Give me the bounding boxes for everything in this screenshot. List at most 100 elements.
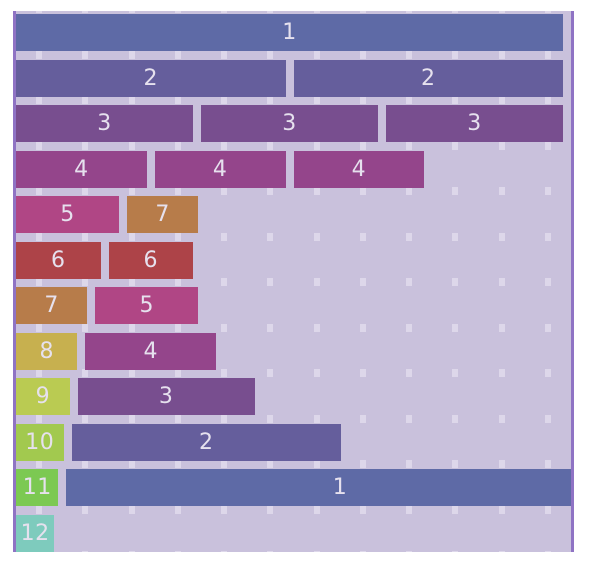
grid-tick [82, 232, 89, 241]
grid-tick [359, 187, 366, 195]
grid-tick [544, 232, 551, 241]
grid-tick [128, 278, 135, 286]
grid-tick [36, 141, 43, 150]
grid-tick [406, 551, 413, 552]
grid-tick [313, 50, 320, 59]
grid-tick [406, 460, 413, 468]
grid-tick [544, 141, 551, 150]
fraction-bar-7[interactable]: 7 [127, 196, 199, 233]
grid-tick [359, 141, 366, 150]
fraction-bar-3[interactable]: 3 [77, 378, 255, 415]
grid-tick [128, 50, 135, 59]
fraction-bar-1[interactable]: 1 [16, 14, 563, 51]
grid-tick [221, 414, 228, 423]
grid-tick [128, 414, 135, 423]
fraction-bar-5[interactable]: 5 [95, 287, 199, 324]
grid-tick [267, 50, 274, 59]
fraction-bar-2[interactable]: 2 [71, 423, 341, 461]
grid-tick [174, 232, 181, 241]
grid-tick [82, 323, 89, 332]
grid-tick [267, 369, 274, 377]
grid-tick [36, 323, 43, 332]
fraction-bar-1[interactable]: 1 [571, 14, 574, 51]
grid-tick [36, 96, 43, 104]
fraction-bar-3[interactable]: 3 [571, 105, 574, 142]
grid-tick [544, 505, 551, 514]
fraction-bar-2[interactable]: 2 [571, 60, 574, 97]
grid-tick [36, 187, 43, 195]
grid-tick [267, 141, 274, 150]
grid-tick [82, 11, 89, 13]
fraction-bar-3[interactable]: 3 [201, 105, 378, 142]
grid-tick [221, 232, 228, 241]
fraction-bar-2[interactable]: 2 [293, 59, 563, 97]
fraction-bar-1[interactable]: 1 [66, 469, 571, 506]
grid-tick [174, 323, 181, 332]
fraction-bar-2[interactable]: 2 [16, 59, 286, 97]
grid-tick [498, 96, 505, 104]
grid-tick [36, 460, 43, 468]
grid-tick [128, 11, 135, 13]
grid-tick [82, 50, 89, 59]
grid-tick [406, 187, 413, 195]
grid-tick [36, 505, 43, 514]
fraction-bar-3[interactable]: 3 [16, 105, 193, 142]
grid-tick [452, 50, 459, 59]
grid-tick [267, 11, 274, 13]
fraction-bar-4[interactable]: 4 [85, 332, 217, 370]
grid-tick [128, 141, 135, 150]
grid-tick [82, 187, 89, 195]
grid-tick [128, 551, 135, 552]
grid-tick [36, 50, 43, 59]
grid-tick [174, 96, 181, 104]
grid-tick [36, 278, 43, 286]
grid-tick [174, 11, 181, 13]
fraction-bar-11[interactable]: 11 [16, 469, 59, 506]
fraction-bar-4[interactable]: 4 [154, 150, 286, 188]
grid-tick [174, 50, 181, 59]
fraction-bar-6[interactable]: 6 [108, 241, 193, 279]
grid-tick [221, 50, 228, 59]
fraction-bar-10[interactable]: 10 [16, 423, 64, 461]
grid-tick [221, 323, 228, 332]
grid-tick [359, 551, 366, 552]
grid-tick [82, 96, 89, 104]
grid-tick [313, 414, 320, 423]
grid-tick [452, 323, 459, 332]
grid-tick [36, 551, 43, 552]
fraction-bar-4[interactable]: 4 [293, 150, 425, 188]
grid-tick [313, 232, 320, 241]
grid-tick [313, 551, 320, 552]
grid-tick [544, 323, 551, 332]
fraction-bar-12[interactable]: 12 [16, 514, 55, 552]
grid-tick [174, 505, 181, 514]
grid-tick [267, 187, 274, 195]
grid-tick [544, 369, 551, 377]
grid-tick [82, 278, 89, 286]
grid-tick [544, 96, 551, 104]
grid-tick [406, 323, 413, 332]
grid-tick [36, 414, 43, 423]
grid-tick [221, 369, 228, 377]
grid-tick [452, 369, 459, 377]
fraction-bar-9[interactable]: 9 [16, 378, 70, 415]
grid-tick [544, 50, 551, 59]
grid-tick [452, 232, 459, 241]
grid-tick [128, 96, 135, 104]
fraction-bar-4[interactable]: 4 [16, 150, 147, 188]
fraction-bar-5[interactable]: 5 [16, 196, 119, 233]
grid-tick [174, 460, 181, 468]
grid-tick [452, 414, 459, 423]
grid-tick [267, 460, 274, 468]
fraction-bar-3[interactable]: 3 [386, 105, 563, 142]
grid-tick [267, 232, 274, 241]
grid-tick [221, 278, 228, 286]
grid-tick [174, 278, 181, 286]
fraction-bar-6[interactable]: 6 [16, 241, 101, 279]
fraction-bar-8[interactable]: 8 [16, 332, 78, 370]
grid-tick [174, 369, 181, 377]
grid-tick [174, 187, 181, 195]
grid-tick [221, 505, 228, 514]
grid-tick [452, 278, 459, 286]
fraction-bar-7[interactable]: 7 [16, 287, 88, 324]
